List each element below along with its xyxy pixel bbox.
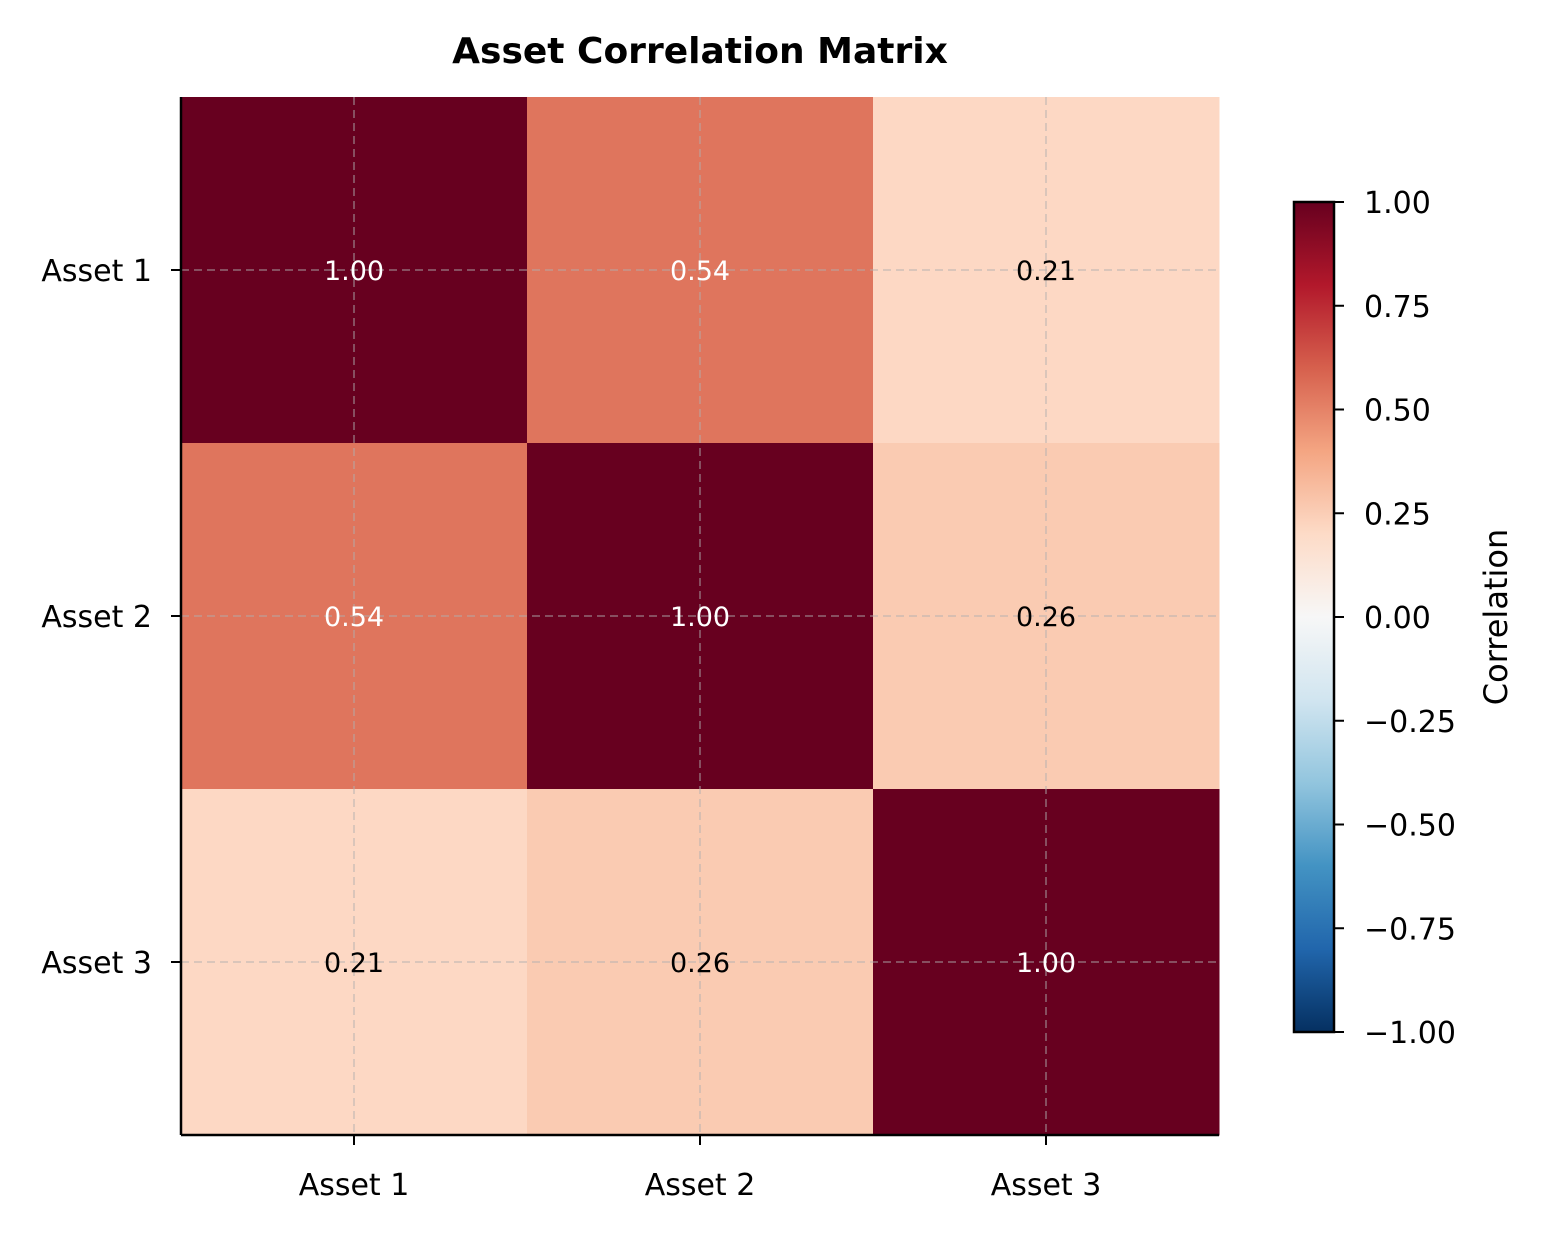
heatmap-cell <box>527 443 874 790</box>
colorbar-tick-label: −1.00 <box>1364 1016 1456 1051</box>
colorbar-tick-label: −0.50 <box>1364 809 1456 844</box>
cell-value-label: 1.00 <box>670 602 730 633</box>
heatmap-cell <box>873 443 1220 790</box>
heatmap-cell <box>527 789 874 1136</box>
cell-value-label: 0.21 <box>324 948 384 979</box>
colorbar-label: Correlation <box>1477 529 1515 705</box>
heatmap-cell <box>181 97 528 444</box>
y-tick-label: Asset 2 <box>41 600 152 635</box>
cell-value-label: 0.54 <box>670 256 730 287</box>
cell-value-label: 0.21 <box>1016 256 1076 287</box>
heatmap-cell <box>181 789 528 1136</box>
cell-value-label: 0.26 <box>1016 602 1076 633</box>
colorbar-tick-label: −0.25 <box>1364 705 1456 740</box>
chart-title: Asset Correlation Matrix <box>452 31 948 72</box>
colorbar-tick-label: 0.50 <box>1364 394 1431 429</box>
colorbar-tick-label: 1.00 <box>1364 186 1431 221</box>
x-tick-label: Asset 1 <box>299 1168 410 1203</box>
heatmap-cell <box>527 97 874 444</box>
colorbar-tick-label: 0.25 <box>1364 497 1431 532</box>
cell-value-label: 0.54 <box>324 602 384 633</box>
cell-value-label: 0.26 <box>670 948 730 979</box>
colorbar-tick-label: −0.75 <box>1364 912 1456 947</box>
x-tick-label: Asset 2 <box>645 1168 756 1203</box>
x-tick-label: Asset 3 <box>991 1168 1102 1203</box>
cell-value-label: 1.00 <box>1016 948 1076 979</box>
cell-value-label: 1.00 <box>324 256 384 287</box>
heatmap-cell <box>181 443 528 790</box>
y-tick-label: Asset 3 <box>41 946 152 981</box>
heatmap-cell <box>873 789 1220 1136</box>
colorbar-tick-label: 0.75 <box>1364 290 1431 325</box>
heatmap-cell <box>873 97 1220 444</box>
colorbar-tick-label: 0.00 <box>1364 601 1431 636</box>
colorbar <box>1292 200 1336 1034</box>
y-tick-label: Asset 1 <box>41 254 152 289</box>
